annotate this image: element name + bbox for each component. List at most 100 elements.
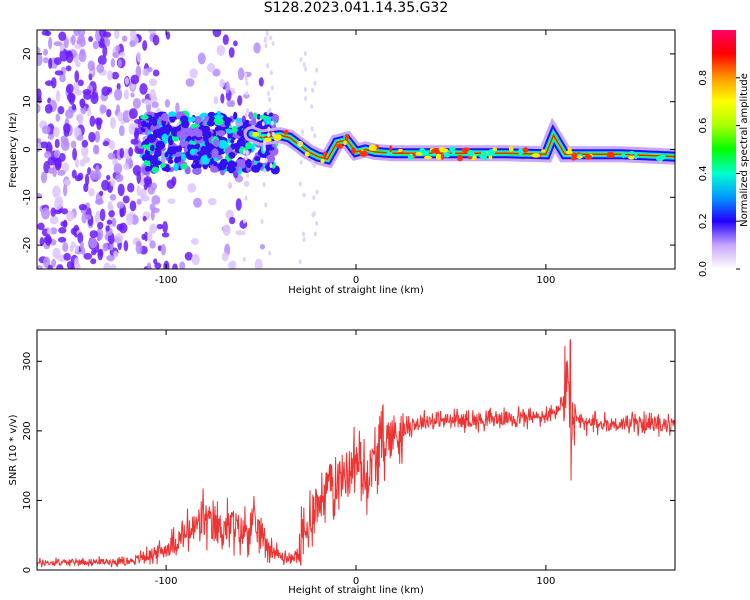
spectrogram-noise-blob [87,106,92,117]
spectrogram-noise-blob [43,48,49,56]
spectrogram-noise-blob [149,89,156,101]
spectrogram-noise-blob [65,210,75,222]
spectrogram-noise-blob [89,230,98,238]
spectrogram-noise-blob [77,232,84,244]
spectrogram-noise-blob [128,147,134,157]
spectrogram-x-tick-label: 100 [536,275,555,286]
spectrogram-ridge-blob [481,151,488,158]
spectrogram-streak-blob [313,162,317,168]
spectrogram-band-blob [161,166,171,172]
spectrogram-noise-blob [107,70,113,81]
snr-y-tick-label: 200 [22,421,33,440]
spectrogram-streak-blob [301,129,305,135]
spectrogram-ridge-blob [359,150,369,157]
spectrogram-streak-blob [264,43,268,49]
spectrogram-streak-blob [246,173,250,179]
spectrogram-noise-blob [85,214,92,220]
spectrogram-noise-blob [92,169,102,181]
spectrogram-band-blob [176,129,186,139]
spectrogram-noise-blob [116,223,125,231]
spectrogram-noise-blob [254,258,263,269]
spectrogram-noise-blob [74,158,80,168]
spectrogram-streak-blob [310,160,314,166]
spectrogram-ridge-blob [467,149,475,157]
spectrogram-noise-blob [99,30,107,38]
spectrogram-band-blob [217,162,227,171]
spectrogram-noise-blob [110,263,117,269]
spectrogram-noise-blob [124,77,130,85]
spectrogram-noise-blob [149,223,157,234]
spectrogram-noise-blob [108,209,115,218]
spectrogram-band-blob [140,114,149,120]
spectrogram-band-blob [245,142,253,150]
spectrogram-noise-blob [99,104,107,114]
spectrogram-noise-blob [136,51,141,63]
spectrogram-noise-blob [175,102,180,114]
spectrogram-noise-blob [235,230,245,236]
spectrogram-noise-blob [59,74,66,83]
spectrogram-noise-blob [142,40,148,51]
spectrogram-noise-blob [130,138,139,145]
spectrogram-noise-blob [101,179,110,191]
spectrogram-noise-blob [142,215,147,222]
spectrogram-streak-blob [260,218,264,224]
spectrogram-noise-blob [87,60,96,71]
spectrogram-ridge-blob [252,131,260,137]
spectrogram-ridge-blob [343,140,347,146]
colorbar-label: Normalized spectral amplitude [739,73,750,227]
spectrogram-noise-blob [54,70,64,76]
spectrogram-noise-blob [61,208,69,215]
spectrogram-streak-blob [263,168,267,174]
spectrogram-band-blob [203,130,212,139]
spectrogram-ridge-blob [440,153,445,160]
spectrogram-noise-blob [37,265,43,269]
spectrogram-noise-blob [114,233,124,244]
spectrogram-streak-blob [315,67,319,73]
snr-x-axis-label: Height of straight line (km) [288,585,424,596]
snr-series-line [37,339,675,568]
spectrogram-noise-blob [53,149,61,159]
spectrogram-noise-blob [136,185,141,196]
spectrogram-noise-blob [58,31,67,42]
spectrogram-noise-blob [102,45,108,58]
spectrogram-ridge-blob [531,153,541,158]
spectrogram-noise-blob [115,173,124,183]
spectrogram-noise-blob [37,142,42,151]
spectrogram-noise-blob [87,167,92,176]
spectrogram-noise-blob [107,152,116,160]
spectrogram-noise-blob [77,113,84,125]
spectrogram-noise-blob [179,261,186,269]
spectrogram-noise-blob [151,195,161,205]
spectrogram-noise-blob [128,159,134,169]
spectrogram-ridge-blob [320,158,325,164]
spectrogram-noise-blob [47,133,54,140]
spectrogram-noise-blob [193,197,202,208]
spectrogram-noise-blob [136,171,142,184]
spectrogram-noise-blob [184,251,193,261]
spectrogram-noise-blob [49,215,59,225]
spectrogram-band-blob [228,152,236,159]
spectrogram-noise-blob [51,258,57,268]
spectrogram-noise-blob [164,99,170,108]
spectrogram-noise-blob [74,126,80,137]
spectrogram-noise-blob [55,90,61,103]
spectrogram-noise-blob [103,262,111,269]
spectrogram-noise-blob [229,260,237,269]
spectrogram-ridge-blob [322,151,328,158]
spectrogram-band-blob [189,155,200,160]
spectrogram-noise-blob [37,46,41,55]
spectrogram-noise-blob [165,31,171,40]
spectrogram-ridge-blob [621,152,626,159]
spectrogram-noise-blob [106,219,113,225]
spectrogram-noise-blob [213,95,219,105]
spectrogram-noise-blob [148,78,158,87]
spectrogram-noise-blob [235,198,242,211]
spectrogram-noise-blob [78,203,88,211]
spectrogram-streak-blob [304,96,308,102]
spectrogram-noise-blob [106,108,112,118]
spectrogram-noise-blob [125,213,134,226]
spectrogram-streak-blob [262,143,266,149]
spectrogram-ridge-blob [344,134,349,141]
spectrogram-band-blob [184,127,193,133]
